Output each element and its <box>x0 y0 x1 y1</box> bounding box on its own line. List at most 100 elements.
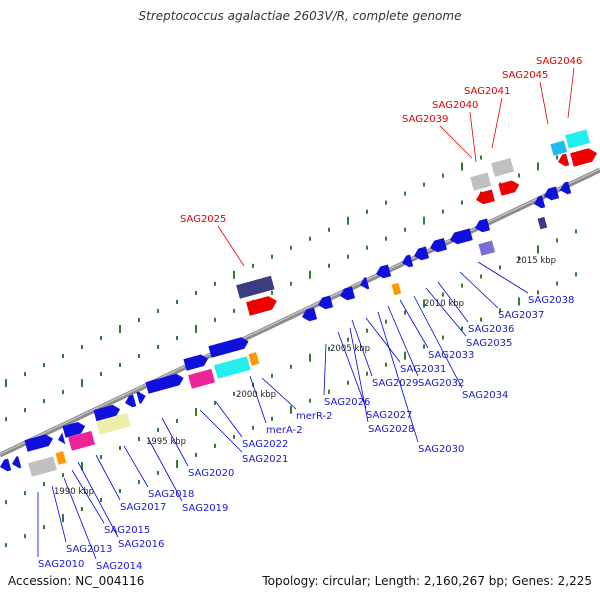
gene-label: SAG2041 <box>464 86 510 97</box>
gene-feature-shape <box>12 456 22 469</box>
leader-line <box>161 417 189 467</box>
gene-feature <box>430 237 448 253</box>
leader-line <box>71 469 105 524</box>
scale-label: 1990 kbp <box>54 487 94 497</box>
scale-labels: 1990 kbp 1995 kbp 2000 kbp 2005 kbp 2010 kbp… <box>54 256 556 497</box>
gene-feature <box>214 356 251 379</box>
gene-feature-shape <box>214 356 251 379</box>
gene-feature <box>550 140 568 156</box>
gene-feature <box>136 391 146 404</box>
leader-line <box>147 437 183 502</box>
gene-label: SAG2034 <box>462 390 508 401</box>
gene-features <box>0 129 598 477</box>
gene-feature-shape <box>246 296 277 316</box>
leader-line <box>323 343 327 396</box>
gene-feature <box>24 434 53 452</box>
gene-feature <box>55 451 67 465</box>
leader-line <box>491 97 503 149</box>
gene-feature-shape <box>58 432 66 445</box>
gene-feature <box>340 286 356 301</box>
gene-feature-shape <box>537 216 548 230</box>
leader-line <box>365 317 401 363</box>
gene-feature-shape <box>183 354 209 371</box>
gene-label: SAG2018 <box>148 489 194 500</box>
leader-line <box>249 375 267 424</box>
leader-line <box>459 271 499 309</box>
gene-label: SAG2021 <box>242 454 288 465</box>
gene-feature <box>558 153 570 167</box>
leader-line <box>477 261 529 294</box>
track-ticks <box>5 155 577 548</box>
gene-label: SAG2014 <box>96 561 142 572</box>
gene-label: SAG2036 <box>468 324 514 335</box>
gene-feature <box>246 296 277 316</box>
gene-feature <box>318 295 334 310</box>
gene-feature-shape <box>414 246 430 261</box>
gene-feature-shape <box>491 157 515 177</box>
scale-label: 1995 kbp <box>146 437 186 447</box>
gene-feature-shape <box>0 458 12 472</box>
gene-feature-shape <box>402 254 414 268</box>
gene-feature <box>28 456 57 477</box>
leader-line <box>51 485 67 543</box>
gene-feature-shape <box>96 412 131 435</box>
gene-feature <box>376 264 392 279</box>
topology-label: Topology: circular; Length: 2,160,267 bp… <box>262 574 592 588</box>
leader-line <box>469 111 477 163</box>
gene-feature <box>58 432 66 445</box>
backbone-highlight <box>0 168 600 455</box>
gene-label: SAG2016 <box>118 539 164 550</box>
gene-label: SAG2039 <box>402 114 448 125</box>
gene-feature <box>560 181 572 195</box>
leader-line <box>123 445 149 488</box>
leader-line <box>399 299 429 349</box>
gene-feature <box>391 282 402 296</box>
gene-feature <box>360 277 370 290</box>
gene-label: SAG2046 <box>536 56 582 67</box>
gene-feature-shape <box>476 189 495 205</box>
gene-label: SAG2017 <box>120 502 166 513</box>
gene-feature-shape <box>558 153 570 167</box>
gene-label: SAG2029 <box>372 378 418 389</box>
gene-feature-shape <box>450 228 473 245</box>
gene-feature-shape <box>24 434 53 452</box>
gene-label: SAG2038 <box>528 295 574 306</box>
gene-feature-shape <box>565 129 591 149</box>
leader-line <box>349 327 369 423</box>
gene-feature-shape <box>68 430 95 451</box>
gene-feature-shape <box>188 368 215 389</box>
gene-feature <box>93 404 121 422</box>
gene-feature <box>402 254 414 268</box>
label-leaders <box>37 67 575 560</box>
gene-feature <box>188 368 215 389</box>
gene-feature-shape <box>136 391 146 404</box>
leader-line <box>439 125 473 159</box>
gene-feature <box>565 129 591 149</box>
gene-label: SAG2026 <box>324 397 370 408</box>
gene-feature-shape <box>478 240 496 256</box>
gene-feature <box>208 337 249 358</box>
leader-line <box>217 225 245 267</box>
leader-line <box>413 295 463 389</box>
gene-label: SAG2020 <box>188 468 234 479</box>
gene-feature <box>534 195 546 209</box>
leader-line <box>539 81 549 125</box>
leader-line <box>199 409 243 453</box>
gene-feature-shape <box>430 237 448 253</box>
scale-label: 2000 kbp <box>236 390 276 400</box>
gene-feature <box>236 275 275 299</box>
scale-label: 2005 kbp <box>330 344 370 354</box>
leader-line <box>215 401 243 438</box>
gene-feature-shape <box>534 195 546 209</box>
gene-feature-shape <box>376 264 392 279</box>
gene-feature <box>12 456 22 469</box>
genome-backbone <box>0 167 600 458</box>
gene-feature <box>62 421 86 438</box>
gene-label: SAG2031 <box>400 364 446 375</box>
gene-feature-shape <box>318 295 334 310</box>
backbone-line <box>0 167 600 458</box>
gene-feature <box>544 186 560 201</box>
gene-feature <box>537 216 548 230</box>
scale-label: 2010 kbp <box>424 299 464 309</box>
leader-line <box>567 67 575 119</box>
